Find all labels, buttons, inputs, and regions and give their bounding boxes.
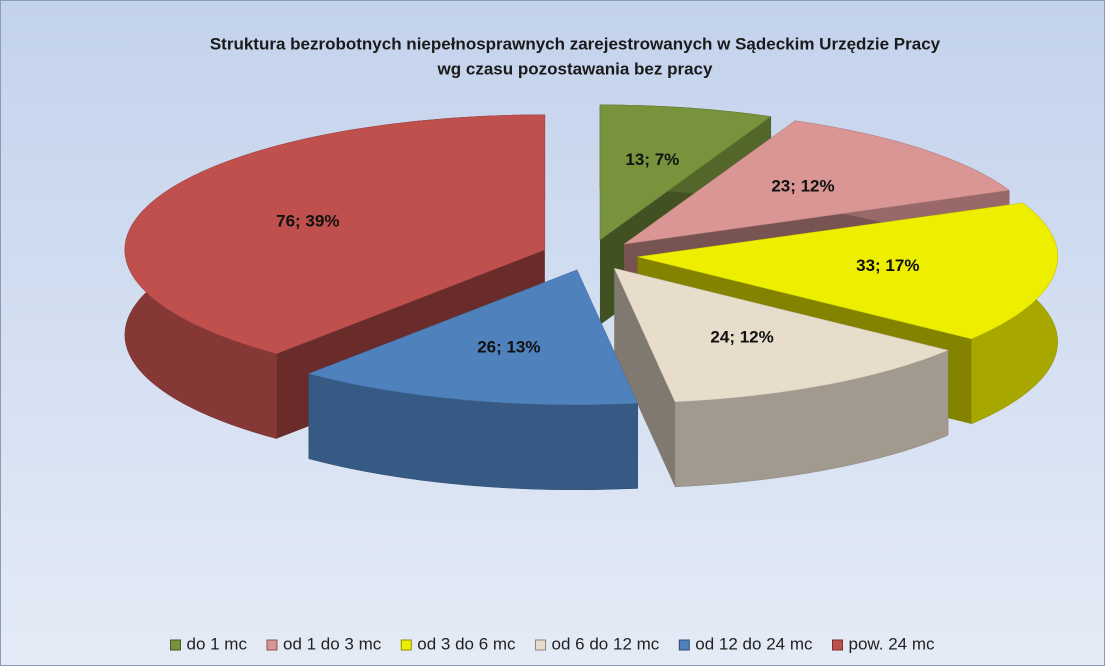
slice-top <box>599 104 772 241</box>
legend-label: od 12 do 24 mc <box>695 634 813 653</box>
slice-side <box>614 268 676 487</box>
data-label: 76; 39% <box>276 212 339 231</box>
legend-swatch <box>535 639 547 651</box>
slice-top <box>307 269 639 406</box>
legend-label: od 3 do 6 mc <box>417 634 516 653</box>
legend-swatch <box>170 639 181 651</box>
slice <box>613 267 949 488</box>
data-label: 23; 12% <box>771 177 834 196</box>
slice-top <box>623 120 1010 245</box>
legend-swatch <box>678 639 690 651</box>
legend-swatch <box>400 639 412 651</box>
data-label: 33; 17% <box>856 256 919 275</box>
legend-label: do 1 mc <box>187 634 248 653</box>
legend-swatch <box>266 639 278 651</box>
legend-label: od 6 do 12 mc <box>552 634 660 653</box>
legend-label: od 1 do 3 mc <box>283 634 382 653</box>
legend-swatch <box>832 639 843 651</box>
data-label: 26; 13% <box>477 337 540 356</box>
legend: do 1 mc od 1 do 3 mc od 3 do 6 mc od 6 do 1… <box>170 634 935 653</box>
data-label: 24; 12% <box>710 328 773 347</box>
slice-top <box>637 202 1058 340</box>
slice <box>307 269 639 491</box>
chart-subtitle: wg czasu pozostawania bez pracy <box>437 59 713 78</box>
pie: 13; 7% 23; 12% 33; 17% 24; 12% 26; 13% 76; 39… <box>124 104 1058 491</box>
data-label: 13; 7% <box>625 150 679 169</box>
legend-label: pow. 24 mc <box>849 634 935 653</box>
slice-top <box>613 267 949 403</box>
chart-title: Struktura bezrobotnych niepełnosprawnych… <box>210 34 941 53</box>
slice-top <box>124 114 546 354</box>
